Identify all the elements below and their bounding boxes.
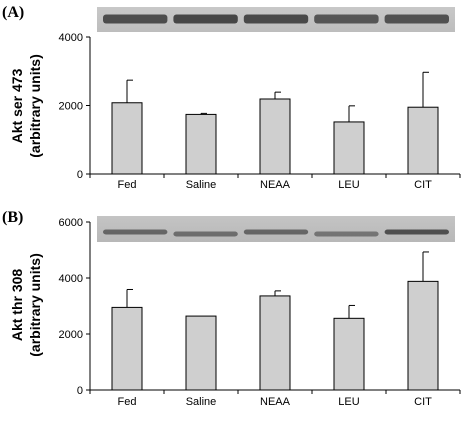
panel-a-label: (A): [2, 4, 24, 21]
blot-band: [103, 14, 168, 24]
panel-b-x-tick-label: Fed: [118, 396, 137, 408]
panel-a-x-tick-label: Saline: [186, 179, 217, 191]
blot-band: [314, 14, 379, 24]
panel-b-plot: 0 2000 4000 6000 Fed Saline NEAA LEU CIT: [59, 217, 461, 408]
panel-b-label: (B): [2, 209, 23, 226]
panel-b-y-tick-label: 2000: [59, 329, 83, 341]
panel-a: (A) 0 2000 4000 Fed Saline NEAA LEU CIT Akt ser…: [2, 4, 461, 191]
panel-a-bar-neaa: [259, 98, 291, 175]
blot-band: [243, 229, 309, 235]
panel-b-y-tick-label: 4000: [59, 273, 83, 285]
panel-a-blot-bands: [103, 14, 449, 24]
panel-b-ylabel-sub: (arbitrary units): [27, 253, 43, 356]
panel-a-bar-leu: [333, 121, 365, 175]
panel-a-blot: [97, 7, 455, 32]
panel-b-y-tick-label: 6000: [59, 217, 83, 229]
blot-band: [384, 229, 449, 235]
panel-b-bar-fed: [111, 306, 143, 391]
panel-a-x-tick-label: LEU: [338, 179, 359, 191]
panel-b-bar-neaa: [259, 295, 291, 391]
panel-a-ylabel-sub: (arbitrary units): [27, 54, 43, 157]
panel-b-bar-leu: [333, 317, 365, 391]
panel-a-bar-fed: [111, 102, 143, 175]
panel-b-blot: [97, 216, 455, 242]
panel-a-plot: 0 2000 4000 Fed Saline NEAA LEU CIT: [59, 32, 461, 191]
blot-band: [314, 231, 379, 237]
panel-a-y-tick-label: 4000: [59, 32, 83, 44]
panel-b-x-tick-label: LEU: [338, 396, 359, 408]
blot-band: [384, 14, 449, 24]
panel-b-y-tick-label: 0: [77, 385, 83, 397]
panel-b: (B) 0 2000 4000 6000 Fed Saline NEAA LEU CIT Akt…: [2, 209, 461, 408]
panel-a-x-tick-label: Fed: [118, 179, 137, 191]
panel-a-y-tick-label: 0: [77, 169, 83, 181]
panel-b-blot-background: [97, 216, 455, 242]
panel-a-x-tick-label: NEAA: [260, 179, 291, 191]
blot-band: [173, 231, 238, 237]
panel-b-x-tick-label: CIT: [414, 396, 432, 408]
panel-b-bar-saline: [185, 315, 217, 391]
panel-a-bar-cit: [407, 106, 439, 175]
panel-a-y-tick-label: 2000: [59, 101, 83, 113]
panel-a-bar-saline: [185, 113, 217, 175]
panel-a-ylabel: Akt ser 473: [9, 68, 25, 143]
panel-b-x-tick-label: Saline: [186, 396, 217, 408]
blot-band: [243, 14, 309, 24]
panel-a-x-tick-label: CIT: [414, 179, 432, 191]
blot-band: [103, 229, 168, 235]
blot-band: [173, 14, 238, 24]
panel-b-ylabel: Akt thr 308: [9, 269, 25, 342]
panel-b-bar-cit: [407, 280, 439, 391]
panel-b-blot-bands: [103, 229, 449, 237]
panel-b-x-tick-label: NEAA: [260, 396, 291, 408]
